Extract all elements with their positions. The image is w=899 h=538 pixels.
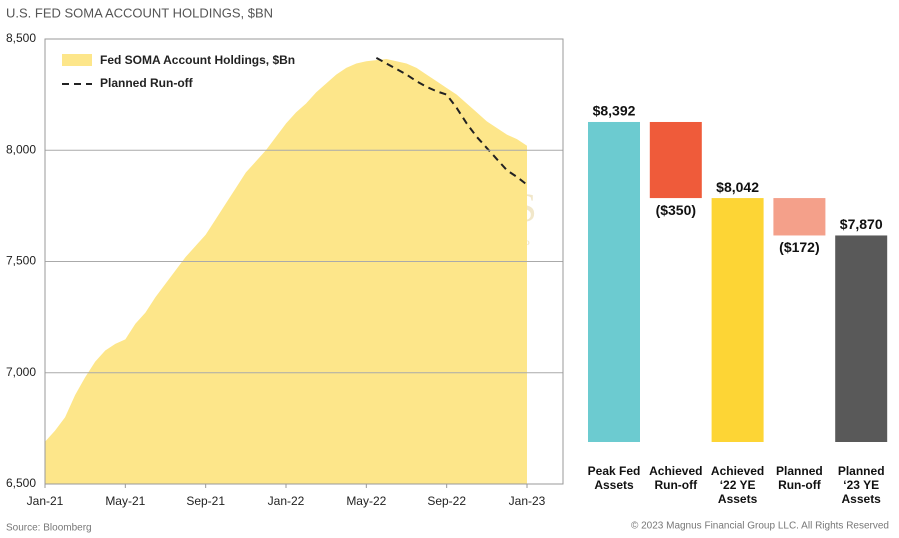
legend-swatch <box>62 54 92 66</box>
x-tick-label: May-22 <box>346 494 386 508</box>
bar <box>711 198 764 442</box>
category-label: Planned ‘23 YE Assets <box>837 464 885 506</box>
value-label: $8,042 <box>716 179 759 195</box>
bar <box>773 198 826 236</box>
plot-border <box>44 38 564 485</box>
category-label: Planned Run-off <box>776 464 823 492</box>
copyright: © 2023 Magnus Financial Group LLC. All R… <box>631 521 889 532</box>
y-tick-label: 8,000 <box>6 142 36 156</box>
x-tick-label: Jan-22 <box>268 494 305 508</box>
value-label: ($350) <box>656 202 696 218</box>
bar <box>835 235 888 442</box>
legend-label: Fed SOMA Account Holdings, $Bn <box>100 53 295 67</box>
chart-title: U.S. FED SOMA ACCOUNT HOLDINGS, $BN <box>6 5 273 20</box>
bar <box>588 121 640 443</box>
area <box>45 59 527 485</box>
category-label: Achieved ‘22 YE Assets <box>710 464 765 506</box>
y-tick-label: 7,500 <box>6 254 36 268</box>
run-off-line <box>375 57 528 186</box>
category-label: Achieved Run-off <box>649 464 703 492</box>
x-tick-label: Sep-21 <box>186 494 225 508</box>
bar <box>649 121 702 199</box>
value-label: $8,392 <box>593 103 636 119</box>
y-tick-label: 7,000 <box>6 365 36 379</box>
x-tick-label: Jan-21 <box>27 494 64 508</box>
source: Source: Bloomberg <box>6 523 92 534</box>
value-label: $7,870 <box>840 216 883 232</box>
y-tick-label: 8,500 <box>6 31 36 45</box>
x-tick-label: Jan-23 <box>509 494 546 508</box>
value-label: ($172) <box>779 239 819 255</box>
legend-label: Planned Run-off <box>100 76 194 90</box>
y-tick-label: 6,500 <box>6 476 36 490</box>
category-label: Peak Fed Assets <box>587 464 641 492</box>
x-tick-label: Sep-22 <box>427 494 466 508</box>
x-tick-label: May-21 <box>105 494 145 508</box>
